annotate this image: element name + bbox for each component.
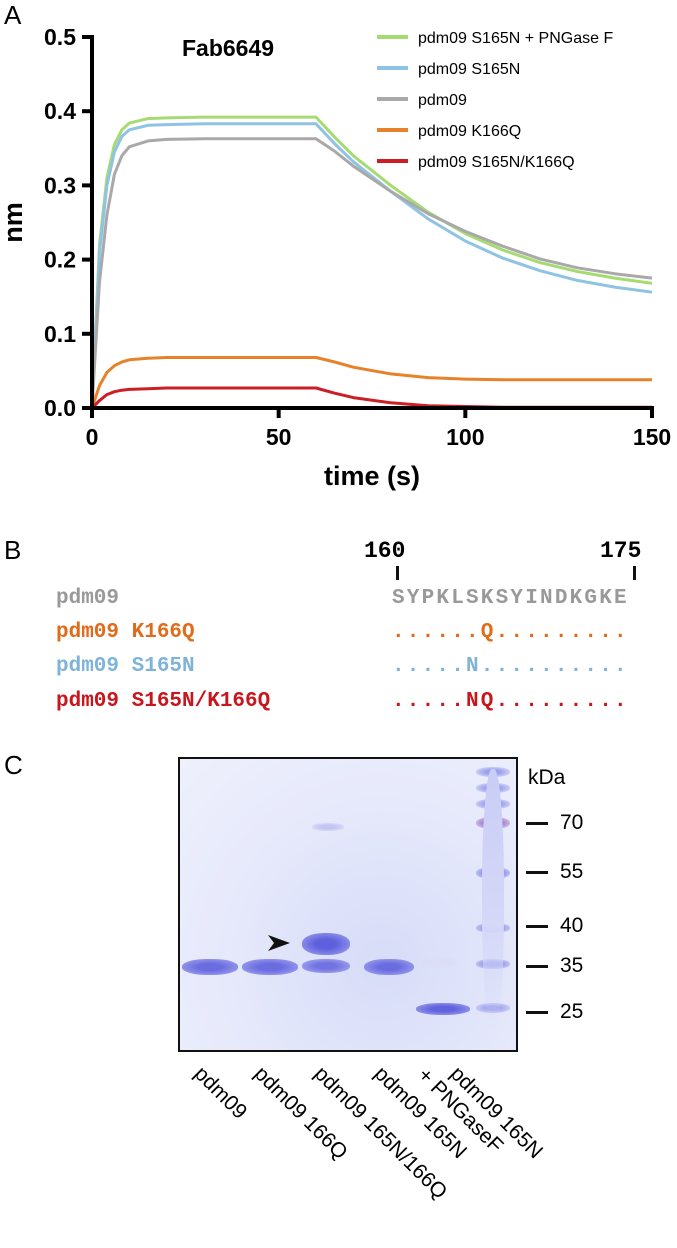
- sds-page-gel: [178, 757, 518, 1052]
- chart-title: Fab6649: [182, 35, 274, 61]
- mw-label-70: 70: [560, 811, 584, 834]
- gel-band: [416, 1003, 470, 1015]
- legend-label: pdm09: [418, 92, 467, 109]
- mw-tick: [526, 965, 548, 968]
- y-tick-label: 0.2: [44, 247, 76, 273]
- variant-label: pdm09 S165N/K166Q: [56, 690, 271, 713]
- binding-curve-chart: 0.0 0.1 0.2 0.3 0.4 0.5 0 50 100 150 time (s) nm Fab…: [0, 24, 671, 491]
- x-tick-label: 100: [446, 424, 484, 450]
- series-line-0: [90, 115, 653, 409]
- variant-label: pdm09: [56, 587, 120, 610]
- variant-sequence: SYPKLSKSYINDKGKE: [392, 587, 629, 610]
- y-tick-label: 0.4: [44, 98, 76, 124]
- series-line-2: [90, 137, 653, 409]
- y-axis-label: nm: [0, 202, 28, 243]
- ladder-smear: [482, 769, 504, 1029]
- mw-label-25: 25: [560, 1000, 584, 1023]
- legend-label: pdm09 S165N: [418, 61, 520, 78]
- gel-band: [182, 959, 238, 975]
- series-line-3: [90, 356, 652, 409]
- panel-label-c: C: [4, 750, 23, 780]
- mw-tick: [526, 1011, 548, 1014]
- variant-sequence: ......Q.........: [392, 621, 629, 644]
- mw-label-40: 40: [560, 914, 584, 937]
- gel-band: [364, 959, 414, 975]
- mw-tick: [526, 822, 548, 825]
- gel-band: [420, 957, 460, 969]
- gel-band: [242, 959, 298, 975]
- mw-label-55: 55: [560, 860, 584, 883]
- series-line-4: [90, 386, 652, 410]
- gel-band: [302, 933, 350, 955]
- mw-tick: [526, 925, 548, 928]
- variant-label: pdm09 K166Q: [56, 621, 195, 644]
- y-tick-label: 0.1: [44, 321, 76, 347]
- position-label-start: 160: [364, 538, 406, 564]
- y-tick-label: 0.0: [44, 395, 76, 421]
- mw-tick: [526, 871, 548, 874]
- legend-label: pdm09 S165N/K166Q: [418, 154, 575, 171]
- position-tick-end: [633, 566, 636, 580]
- variant-label: pdm09 S165N: [56, 655, 195, 678]
- gel-band: [312, 823, 344, 831]
- position-label-end: 175: [600, 538, 642, 564]
- arrowhead-icon: [268, 935, 290, 951]
- panel-label-a: A: [4, 0, 22, 30]
- x-tick-label: 50: [266, 424, 292, 450]
- legend-label: pdm09 K166Q: [418, 123, 521, 140]
- legend-label: pdm09 S165N + PNGase F: [418, 30, 613, 47]
- panel-label-b: B: [4, 535, 22, 565]
- x-tick-label: 0: [86, 424, 99, 450]
- y-tick-label: 0.5: [44, 24, 76, 50]
- mw-label-35: 35: [560, 954, 584, 977]
- variant-sequence: .....NQ.........: [392, 690, 629, 713]
- y-tick-label: 0.3: [44, 172, 76, 198]
- mw-unit-label: kDa: [528, 766, 566, 789]
- lane-label: pdm09: [189, 1062, 252, 1124]
- variant-sequence: .....N..........: [392, 655, 629, 678]
- x-axis-label: time (s): [324, 461, 420, 491]
- x-tick-label: 150: [633, 424, 671, 450]
- position-tick-start: [396, 566, 399, 580]
- gel-band: [302, 959, 350, 973]
- series-line-1: [90, 122, 653, 409]
